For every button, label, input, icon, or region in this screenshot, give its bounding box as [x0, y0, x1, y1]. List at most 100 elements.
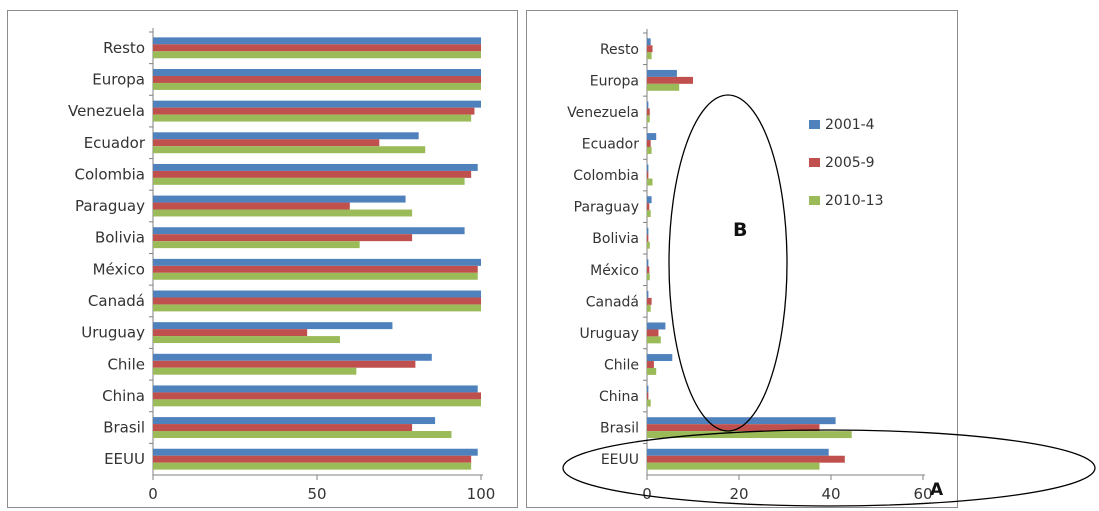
bar-2005-9	[647, 45, 653, 53]
bar-2005-9	[153, 75, 481, 83]
bar-2001-4	[153, 322, 393, 330]
bar-2005-9	[153, 392, 481, 400]
bar-2001-4	[153, 417, 436, 425]
bar-2010-13	[647, 336, 661, 344]
category-label: Venezuela	[68, 102, 145, 120]
bar-2010-13	[153, 241, 360, 249]
bar-2010-13	[153, 82, 481, 90]
bar-2001-4	[153, 385, 478, 393]
category-label: Uruguay	[81, 324, 145, 342]
bar-2001-4	[647, 133, 657, 141]
category-label: EEUU	[601, 452, 639, 468]
bar-2005-9	[153, 360, 416, 368]
bar-2010-13	[647, 83, 680, 91]
bar-2001-4	[647, 322, 666, 330]
bar-2005-9	[647, 266, 650, 274]
legend-swatch-2010-13	[809, 196, 820, 205]
bar-2001-4	[647, 259, 649, 267]
bar-2010-13	[647, 431, 852, 439]
bar-2010-13	[647, 146, 652, 154]
legend-swatch-2001-4	[809, 120, 820, 129]
category-label: Ecuador	[582, 137, 639, 153]
category-label: Bolivia	[95, 229, 145, 247]
category-label: México	[590, 263, 639, 279]
bar-2005-9	[647, 297, 652, 305]
category-label: Paraguay	[574, 200, 639, 216]
category-label: Paraguay	[75, 197, 145, 215]
legend-swatch-2005-9	[809, 158, 820, 167]
category-label: Colombia	[573, 168, 639, 184]
bar-2010-13	[647, 462, 820, 470]
bar-2001-4	[647, 38, 651, 46]
bar-2005-9	[153, 107, 475, 115]
bar-2010-13	[153, 367, 357, 375]
annotation-label-a: A	[930, 480, 944, 500]
x-tick-label: 40	[821, 485, 840, 503]
right-chart-panel: Resto Europa Venezuela Ecuador Colombia Parag…	[526, 10, 958, 508]
bar-2005-9	[647, 76, 693, 84]
category-label: Brasil	[600, 421, 639, 437]
bar-2005-9	[153, 44, 481, 52]
bar-2001-4	[153, 258, 481, 266]
legend-label-2005-9: 2005-9	[825, 155, 875, 171]
bar-2010-13	[153, 272, 478, 280]
bar-2010-13	[153, 209, 413, 217]
bar-2010-13	[647, 241, 650, 249]
right-bar-chart: Resto Europa Venezuela Ecuador Colombia Parag…	[567, 29, 944, 503]
bar-2005-9	[647, 234, 649, 242]
bar-2010-13	[153, 431, 452, 438]
bar-2001-4	[153, 290, 481, 298]
bar-2010-13	[153, 114, 472, 122]
bar-2005-9	[153, 202, 350, 210]
bar-2010-13	[647, 304, 651, 312]
category-label: Ecuador	[84, 134, 146, 152]
x-tick-label: 0	[642, 485, 652, 503]
bar-2005-9	[647, 140, 651, 147]
bar-2010-13	[647, 115, 650, 123]
bar-2005-9	[647, 203, 650, 211]
bar-2010-13	[153, 399, 481, 407]
category-label: Bolivia	[592, 231, 639, 247]
bar-2010-13	[153, 304, 481, 312]
bar-2010-13	[647, 273, 650, 281]
bar-2005-9	[153, 265, 478, 273]
bar-2010-13	[647, 399, 651, 407]
bar-2001-4	[153, 353, 432, 361]
bar-2001-4	[647, 196, 652, 204]
legend-label-2010-13: 2010-13	[825, 193, 884, 209]
bar-2001-4	[647, 227, 649, 235]
bar-2005-9	[647, 424, 820, 432]
bar-2001-4	[153, 448, 478, 456]
bar-2010-13	[647, 367, 657, 375]
category-label: Europa	[92, 70, 145, 88]
bar-2005-9	[647, 455, 845, 463]
bar-2005-9	[153, 170, 472, 178]
category-label: China	[599, 389, 639, 405]
category-label: Uruguay	[580, 326, 640, 342]
bar-2001-4	[153, 100, 481, 108]
bar-2010-13	[153, 336, 340, 344]
bar-2001-4	[647, 69, 677, 77]
bar-2010-13	[153, 462, 472, 470]
bar-2001-4	[153, 195, 406, 203]
bar-2001-4	[153, 132, 419, 140]
bar-2005-9	[153, 455, 472, 463]
bar-2010-13	[647, 210, 651, 218]
bar-2001-4	[647, 101, 649, 109]
legend-label-2001-4: 2001-4	[825, 117, 875, 133]
left-bar-chart: Resto Europa Venezuela Ecuador Colombia Parag…	[68, 28, 496, 503]
category-label: China	[102, 387, 145, 405]
category-label: Venezuela	[567, 105, 639, 121]
category-label: Colombia	[75, 165, 146, 183]
bar-2005-9	[153, 297, 481, 305]
bar-2001-4	[153, 227, 465, 235]
bar-2010-13	[153, 146, 426, 154]
bar-2001-4	[647, 385, 649, 393]
bar-2005-9	[647, 392, 649, 400]
bar-2001-4	[153, 163, 478, 171]
x-tick-label: 100	[467, 485, 496, 503]
category-label: Europa	[590, 73, 639, 89]
bar-2010-13	[647, 178, 653, 186]
bar-2001-4	[153, 69, 481, 76]
category-label: Chile	[604, 358, 639, 374]
